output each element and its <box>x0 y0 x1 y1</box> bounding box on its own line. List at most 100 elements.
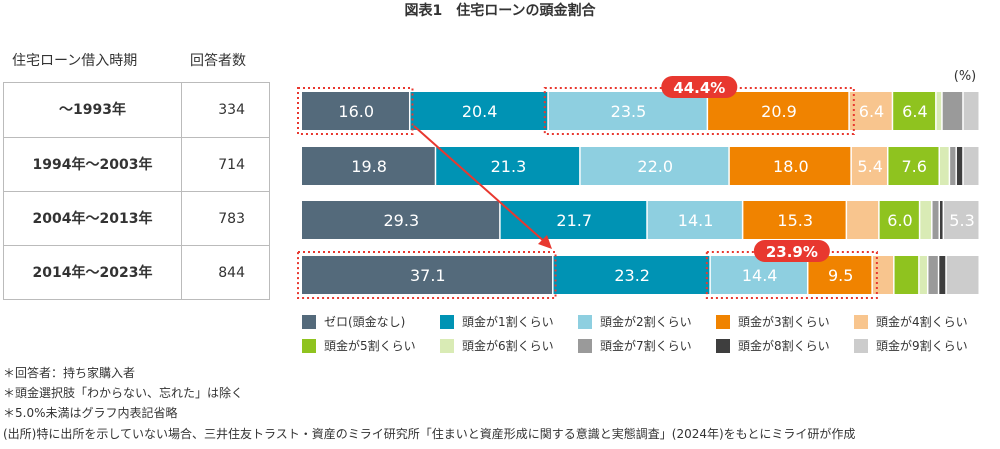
data-label: 5.3 <box>949 211 974 230</box>
bar-segment <box>879 201 919 239</box>
stacked-bar-chart: (%) 16.0 20.4 23.5 20.9 6.4 6.4 19.8 21.3 22.0 18.… <box>297 69 979 299</box>
bar-segment <box>580 147 729 185</box>
bar-segment <box>946 256 979 294</box>
bar-segment <box>553 256 710 294</box>
table-cell-period: 2014年～2023年 <box>4 245 182 299</box>
legend-item: 頭金が2割くらい <box>578 314 692 330</box>
bar-segment <box>939 147 949 185</box>
trend-arrow <box>413 125 547 244</box>
legend-swatch <box>302 315 316 329</box>
legend-label: 頭金が6割くらい <box>462 338 554 353</box>
legend-item: 頭金が8割くらい <box>716 338 830 354</box>
table-cell-count: 844 <box>182 245 269 299</box>
legend-swatch <box>440 339 454 353</box>
bar-segment <box>808 256 872 294</box>
data-label: 21.7 <box>556 211 592 230</box>
legend-label: 頭金が5割くらい <box>324 338 416 353</box>
data-label: 6.0 <box>887 211 912 230</box>
data-label: 19.8 <box>351 157 387 176</box>
bar-segment <box>894 256 919 294</box>
chart-title: 図表1 住宅ローンの頭金割合 <box>404 3 596 19</box>
data-label: 15.3 <box>777 211 813 230</box>
data-label: 22.0 <box>637 157 673 176</box>
data-label: 29.3 <box>384 211 420 230</box>
data-label: 37.1 <box>410 266 446 285</box>
bar-segment <box>888 147 939 185</box>
data-label: 6.4 <box>859 102 884 121</box>
table-cell-count: 334 <box>218 102 245 118</box>
data-label: 18.0 <box>773 157 809 176</box>
source-note: (出所)特に出所を示していない場合、三井住友トラスト・資産のミライ研究所「住まい… <box>3 427 856 441</box>
annotation-label: 44.4% <box>673 79 725 97</box>
legend-label: 頭金が8割くらい <box>738 338 830 353</box>
bar-segment <box>944 201 979 239</box>
annotation-label: 23.9% <box>766 243 818 261</box>
highlight-box <box>297 251 557 299</box>
data-label: 9.5 <box>828 266 853 285</box>
bar-segment <box>647 201 742 239</box>
data-label: 6.4 <box>902 102 927 121</box>
bar-segment <box>939 201 943 239</box>
legend-label: 頭金が9割くらい <box>876 338 968 353</box>
legend-swatch <box>302 339 316 353</box>
legend-label: 頭金が7割くらい <box>600 338 692 353</box>
data-label: 14.4 <box>742 266 778 285</box>
legend-swatch <box>716 315 730 329</box>
legend-label: 頭金が1割くらい <box>462 314 554 329</box>
data-label: 23.5 <box>611 102 647 121</box>
legend-item: 頭金が9割くらい <box>854 338 968 354</box>
legend-item: 頭金が4割くらい <box>854 314 968 330</box>
respondent-table: ～1993年 334 1994年～2003年 714 2004年～2013年 783 201… <box>3 82 270 300</box>
table-cell-count: 783 <box>182 191 269 245</box>
bar-segment <box>936 92 942 130</box>
bar-segment <box>939 256 946 294</box>
bar-segment <box>302 147 435 185</box>
bar-segment <box>410 92 548 130</box>
bar-segment <box>302 92 409 130</box>
legend-item: 頭金が6割くらい <box>440 338 554 354</box>
table-header-count: 回答者数 <box>190 53 246 69</box>
bar-segment <box>950 147 956 185</box>
annotation-pill <box>661 76 738 98</box>
legend-label: 頭金が3割くらい <box>738 314 830 329</box>
legend-swatch <box>578 339 592 353</box>
bar-segment <box>847 201 879 239</box>
bar-segment <box>849 92 892 130</box>
legend-label: 頭金が4割くらい <box>876 314 968 329</box>
table-cell-count: 714 <box>182 137 269 191</box>
bar-segment <box>302 256 553 294</box>
bar-segment <box>729 147 851 185</box>
data-label: 7.6 <box>902 157 927 176</box>
note: ＊回答者：持ち家購入者 <box>3 366 136 380</box>
bar-segment <box>851 147 887 185</box>
bar-segment <box>708 92 849 130</box>
annotation-pill <box>753 240 830 262</box>
bar-segment <box>928 256 938 294</box>
bar-segment <box>942 92 963 130</box>
bar-segment <box>872 256 894 294</box>
legend-label: ゼロ(頭金なし) <box>324 314 406 329</box>
unit-label: (%) <box>954 69 977 84</box>
bar-segment <box>743 201 846 239</box>
table-cell-period: 1994年～2003年 <box>4 137 182 191</box>
legend-item: 頭金が1割くらい <box>440 314 554 330</box>
legend-swatch <box>440 315 454 329</box>
data-label: 21.3 <box>491 157 527 176</box>
table-cell-period: ～1993年 <box>4 83 182 137</box>
bar-segment <box>548 92 707 130</box>
note: ＊頭金選択肢「わからない、忘れた」は除く <box>3 386 244 400</box>
data-label: 20.9 <box>761 102 797 121</box>
bar-segment <box>963 92 979 130</box>
bar-segment <box>932 201 939 239</box>
legend-swatch <box>854 315 868 329</box>
legend-swatch <box>578 315 592 329</box>
legend-swatch <box>854 339 868 353</box>
legend-item: ゼロ(頭金なし) <box>302 314 405 330</box>
data-label: 23.2 <box>614 266 650 285</box>
arrow-head-icon <box>538 235 552 249</box>
bar-segment <box>500 201 647 239</box>
data-label: 20.4 <box>462 102 498 121</box>
legend-swatch <box>716 339 730 353</box>
legend-item: 頭金が3割くらい <box>716 314 830 330</box>
legend-item: 頭金が5割くらい <box>302 338 416 354</box>
